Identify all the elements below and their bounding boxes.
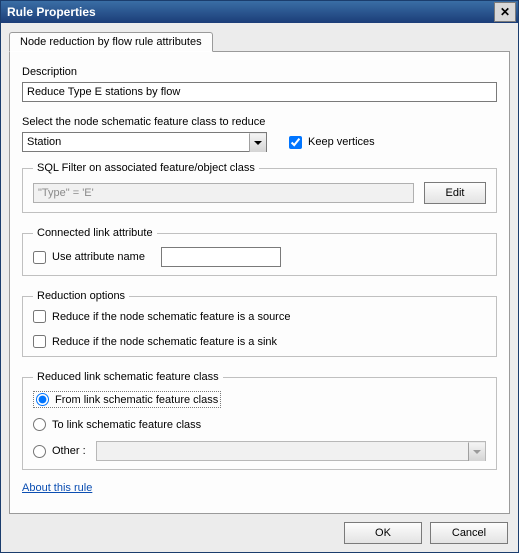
rule-properties-window: Rule Properties ✕ Node reduction by flow… bbox=[0, 0, 519, 553]
reduced-link-other-select bbox=[96, 441, 486, 461]
connected-link-legend: Connected link attribute bbox=[33, 227, 157, 239]
reduce-source-checkbox[interactable]: Reduce if the node schematic feature is … bbox=[33, 310, 486, 323]
feature-class-label: Select the node schematic feature class … bbox=[22, 116, 497, 128]
reduced-link-from-radio[interactable]: From link schematic feature class bbox=[33, 391, 221, 408]
description-input[interactable] bbox=[22, 82, 497, 102]
description-label: Description bbox=[22, 66, 497, 78]
group-reduction-options: Reduction options Reduce if the node sch… bbox=[22, 290, 497, 357]
dialog-button-bar: OK Cancel bbox=[9, 514, 510, 544]
group-reduced-link: Reduced link schematic feature class Fro… bbox=[22, 371, 497, 470]
chevron-down-icon bbox=[468, 442, 485, 461]
titlebar: Rule Properties ✕ bbox=[1, 1, 518, 23]
sql-filter-legend: SQL Filter on associated feature/object … bbox=[33, 162, 259, 174]
sql-filter-input bbox=[33, 183, 414, 203]
tabstrip: Node reduction by flow rule attributes bbox=[9, 29, 510, 51]
edit-button[interactable]: Edit bbox=[424, 182, 486, 204]
reduction-options-legend: Reduction options bbox=[33, 290, 129, 302]
group-connected-link: Connected link attribute Use attribute n… bbox=[22, 227, 497, 276]
reduced-link-legend: Reduced link schematic feature class bbox=[33, 371, 223, 383]
reduce-sink-checkbox[interactable]: Reduce if the node schematic feature is … bbox=[33, 335, 486, 348]
close-icon[interactable]: ✕ bbox=[494, 2, 516, 22]
feature-class-select[interactable]: Station bbox=[22, 132, 267, 152]
cancel-button[interactable]: Cancel bbox=[430, 522, 508, 544]
about-this-rule-link[interactable]: About this rule bbox=[22, 482, 497, 494]
attr-name-input[interactable] bbox=[161, 247, 281, 267]
client-area: Node reduction by flow rule attributes D… bbox=[1, 23, 518, 552]
ok-button[interactable]: OK bbox=[344, 522, 422, 544]
reduced-link-other-radio[interactable]: Other : bbox=[33, 445, 86, 458]
use-attr-checkbox[interactable]: Use attribute name bbox=[33, 251, 145, 264]
tab-node-reduction[interactable]: Node reduction by flow rule attributes bbox=[9, 32, 213, 52]
tab-panel: Description Select the node schematic fe… bbox=[9, 51, 510, 514]
feature-class-selected: Station bbox=[27, 136, 61, 148]
chevron-down-icon bbox=[249, 133, 266, 152]
reduced-link-to-radio[interactable]: To link schematic feature class bbox=[33, 418, 486, 431]
feature-class-row: Station Keep vertices bbox=[22, 132, 497, 152]
keep-vertices-checkbox[interactable]: Keep vertices bbox=[289, 136, 375, 149]
group-sql-filter: SQL Filter on associated feature/object … bbox=[22, 162, 497, 213]
window-title: Rule Properties bbox=[7, 5, 96, 19]
